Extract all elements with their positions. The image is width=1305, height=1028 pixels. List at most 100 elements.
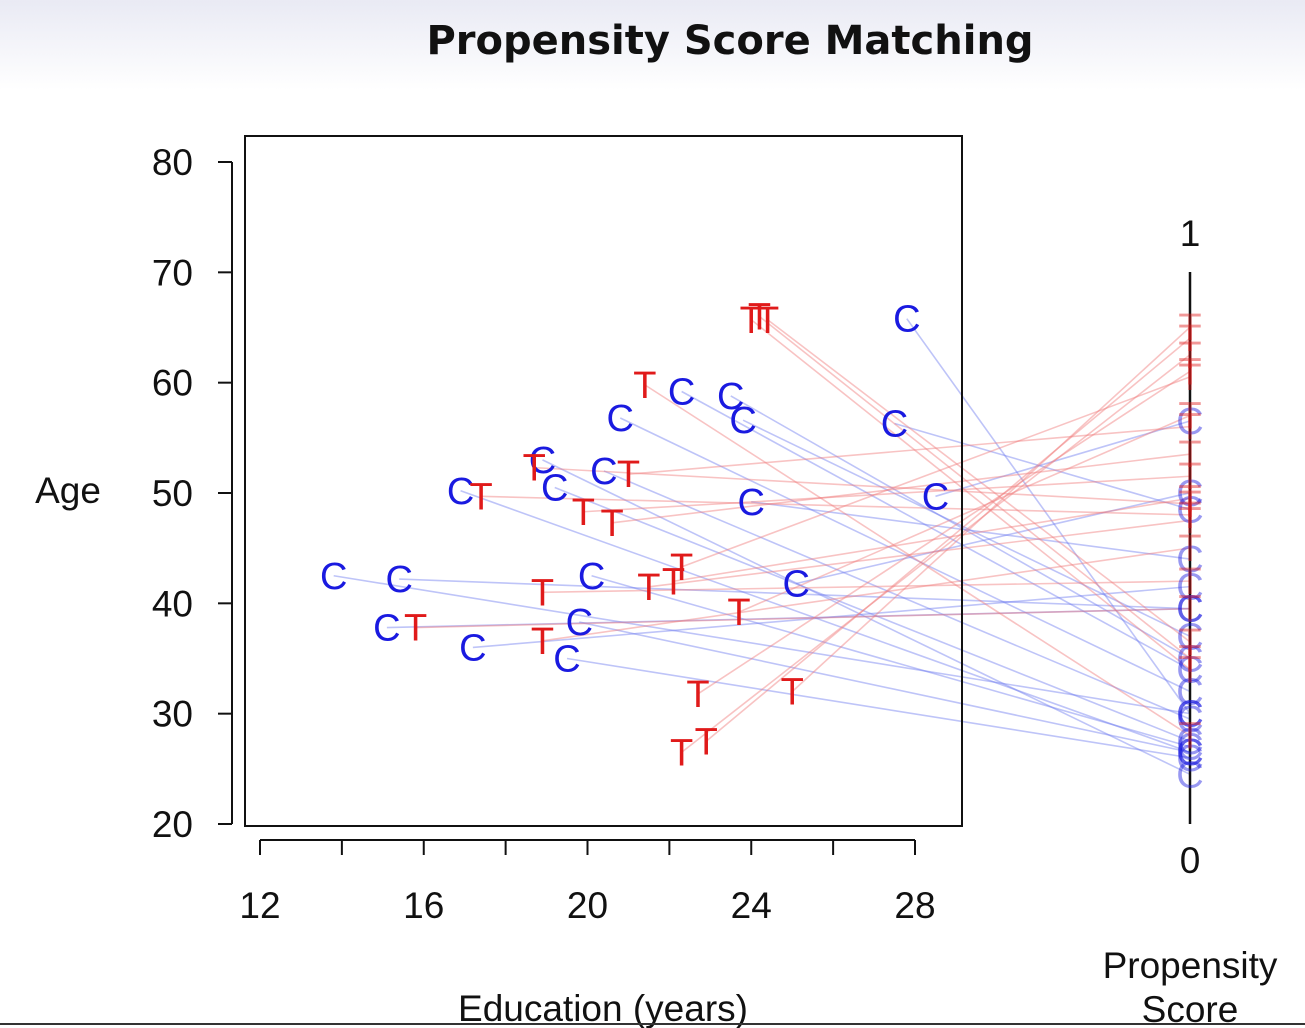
control-point: C: [607, 398, 634, 440]
control-match-line: [579, 621, 1191, 754]
x-axis-label: Education (years): [458, 988, 748, 1028]
treated-point: T: [756, 300, 779, 342]
control-match-line: [935, 420, 1191, 498]
x-axis: 12 16 20 24 28: [239, 839, 936, 926]
control-propensity-marker: C: [1176, 589, 1203, 631]
x-tick-label: 24: [731, 885, 772, 926]
treated-propensity-marker: T: [1178, 484, 1201, 526]
control-match-line: [796, 492, 1191, 585]
treated-match-line: [628, 425, 1191, 476]
treated-match-line: [542, 580, 1191, 594]
treated-propensity-marker: T: [1178, 307, 1201, 349]
treated-match-line: [705, 337, 1191, 742]
x-tick-label: 12: [239, 885, 280, 926]
treated-match-line: [583, 475, 1191, 513]
control-match-line: [460, 490, 1191, 753]
control-propensity-marker: C: [1176, 489, 1203, 531]
control-propensity-marker: C: [1176, 732, 1203, 774]
control-match-line: [681, 390, 1191, 671]
treated-point: T: [670, 547, 693, 589]
treated-point: T: [531, 572, 554, 614]
control-match-line: [742, 419, 1191, 638]
control-point: C: [541, 467, 568, 509]
y-axis: 20 30 40 50 60 70 80: [152, 142, 233, 845]
treated-propensity-marker: T: [1178, 622, 1201, 664]
control-point: C: [881, 403, 908, 445]
control-propensity-marker: C: [1176, 473, 1203, 515]
treated-point: T: [600, 503, 623, 545]
treated-point: T: [469, 476, 492, 518]
treated-match-line: [481, 495, 1191, 516]
treated-propensity-marker: T: [1178, 528, 1201, 570]
control-match-line: [399, 578, 1191, 610]
treated-propensity-marker: T: [1178, 561, 1201, 603]
treated-match-line: [767, 319, 1191, 643]
control-propensity-marker: C: [1176, 721, 1203, 763]
treated-propensity-marker: T: [1178, 649, 1201, 691]
y-tick-label: 60: [152, 363, 193, 404]
treated-point: T: [404, 608, 427, 650]
treated-match-line: [644, 384, 1191, 737]
treated-point: T: [662, 561, 685, 603]
control-point: C: [566, 602, 593, 644]
treated-propensity-marker: T: [1178, 434, 1201, 476]
control-propensity-marker: C: [1176, 589, 1203, 631]
y-tick-label: 40: [152, 583, 193, 624]
control-match-line: [906, 318, 1191, 715]
treated-propensity-marker: T: [1178, 478, 1201, 520]
control-propensity-marker: C: [1176, 754, 1203, 796]
treated-match-line: [542, 547, 1191, 642]
control-propensity-marker: C: [1176, 616, 1203, 658]
control-propensity-marker: C: [1176, 727, 1203, 769]
control-point: C: [385, 559, 412, 601]
treated-point: T: [740, 300, 763, 342]
control-point: C: [668, 371, 695, 413]
control-match-line: [730, 395, 1191, 660]
control-point: C: [529, 440, 556, 482]
treated-propensity-marker: T: [1178, 318, 1201, 360]
control-propensity-marker: C: [1176, 672, 1203, 714]
matching-lines: [333, 315, 1191, 776]
y-tick-label: 70: [152, 252, 193, 293]
treated-point: T: [695, 721, 718, 763]
control-point: C: [922, 476, 949, 518]
control-point: C: [553, 639, 580, 681]
control-propensity-marker: C: [1176, 401, 1203, 443]
control-point: C: [447, 471, 474, 513]
treated-point: T: [686, 674, 709, 716]
control-match-line: [542, 459, 1191, 776]
treated-match-line: [791, 326, 1191, 693]
treated-match-line: [681, 376, 1191, 568]
treated-match-line: [415, 607, 1191, 629]
treated-point: T: [727, 592, 750, 634]
treated-point: T: [572, 492, 595, 534]
control-match-line: [751, 501, 1191, 560]
treated-propensity-marker: T: [1178, 500, 1201, 542]
control-propensity-marker: C: [1176, 638, 1203, 680]
control-propensity-marker: C: [1176, 649, 1203, 691]
control-point: C: [783, 563, 810, 605]
y-tick-label: 30: [152, 694, 193, 735]
control-propensity-marker: C: [1176, 732, 1203, 774]
treated-point: T: [531, 621, 554, 663]
y-tick-label: 80: [152, 142, 193, 183]
treated-point: T: [670, 732, 693, 774]
control-propensity-marker: C: [1176, 539, 1203, 581]
y-tick-label: 20: [152, 804, 193, 845]
treated-match-line: [681, 354, 1191, 753]
control-point: C: [717, 376, 744, 418]
control-match-line: [554, 486, 1191, 742]
treated-match-line: [534, 466, 1191, 505]
control-match-line: [603, 470, 1191, 720]
control-propensity-marker: C: [1176, 699, 1203, 741]
treated-match-line: [611, 453, 1191, 524]
control-match-line: [894, 422, 1191, 511]
control-point: C: [738, 482, 765, 524]
treated-propensity-marker: T: [1178, 716, 1201, 758]
y-axis-label: Age: [35, 470, 101, 511]
treated-match-line: [750, 319, 1191, 671]
control-propensity-marker: C: [1176, 567, 1203, 609]
